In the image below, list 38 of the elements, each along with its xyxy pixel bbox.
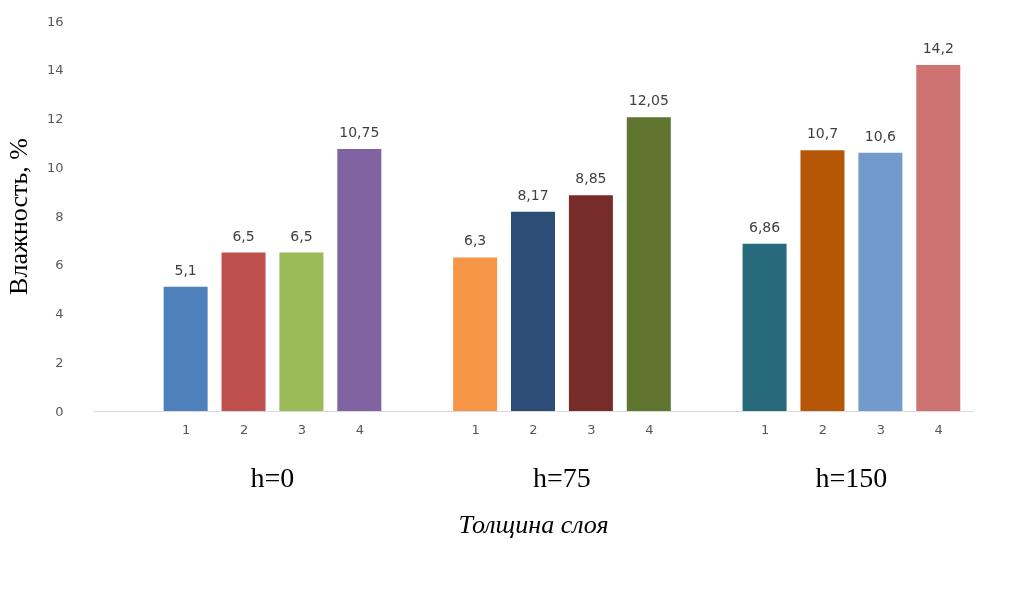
y-tick-label: 12 [46, 111, 64, 126]
y-tick-label: 10 [46, 159, 64, 175]
text: h=0 [250, 462, 295, 493]
x-tick-label: 1 [760, 421, 770, 437]
y-tick-label: 2 [55, 354, 64, 370]
x-tick-label: 3 [297, 421, 307, 437]
x-tick-label: 2 [529, 421, 538, 437]
y-tick-label: 0 [55, 403, 64, 419]
data-label: 5,1 [174, 261, 197, 278]
data-label: 8,85 [575, 170, 607, 187]
data-label: 12,05 [628, 92, 669, 109]
x-tick-label: 3 [876, 421, 886, 437]
x-tick-label: 4 [934, 421, 943, 437]
x-tick-label: 4 [645, 421, 654, 437]
x-tick-label: 4 [355, 421, 364, 437]
data-label: 8,17 [517, 186, 549, 203]
x-tick-label: 1 [471, 421, 480, 437]
data-label: 6,86 [748, 218, 781, 235]
y-tick-label: 4 [55, 306, 64, 321]
data-label: 6,3 [463, 232, 487, 249]
data-label: 10,6 [864, 127, 897, 144]
text: h=75 [533, 462, 591, 493]
text: h=150 [815, 462, 888, 493]
y-axis-title: Влажность, % [3, 138, 33, 295]
y-tick-label: 6 [55, 257, 64, 273]
x-tick-label: 1 [181, 421, 191, 437]
data-label: 14,2 [922, 39, 954, 56]
x-tick-label: 3 [587, 421, 596, 437]
y-tick-label: 14 [46, 62, 64, 78]
y-tick-label: 16 [46, 13, 64, 29]
data-label: 6,5 [232, 227, 255, 244]
x-tick-label: 2 [239, 421, 249, 437]
data-label: 10,7 [806, 125, 839, 142]
data-label: 6,5 [290, 227, 313, 244]
y-tick-label: 8 [55, 208, 64, 224]
data-label: 10,75 [339, 123, 380, 140]
x-tick-label: 2 [818, 421, 828, 437]
x-axis-title: Толщина слоя [458, 509, 609, 539]
